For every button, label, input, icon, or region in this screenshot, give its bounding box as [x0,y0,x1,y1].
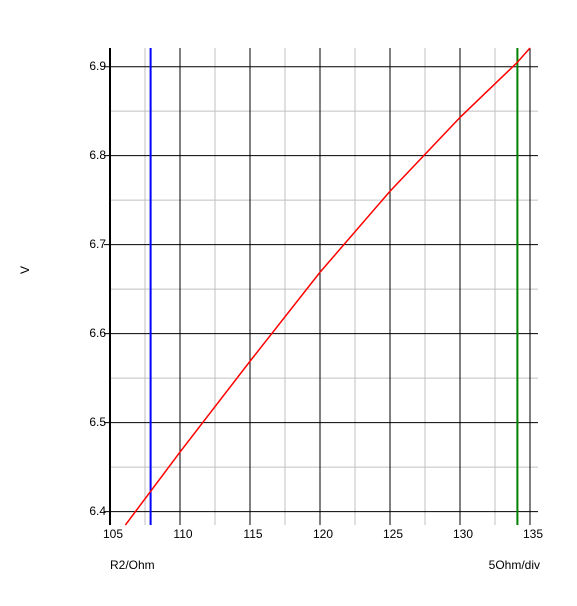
y-tick-label: 6.9 [89,59,106,73]
x-tick-label: 105 [103,527,123,541]
x-tick-label: 130 [453,527,473,541]
y-tick-label: 6.6 [89,326,106,340]
y-tick-label: 6.7 [89,237,106,251]
y-tick-label: 6.5 [89,415,106,429]
x-axis-label: R2/Ohm [110,558,155,572]
x-tick-label: 135 [523,527,543,541]
x-scale-label: 5Ohm/div [489,558,540,572]
x-tick-label: 115 [243,527,262,541]
y-tick-label: 6.8 [89,148,106,162]
x-tick-label: 125 [383,527,403,541]
x-tick-label: 110 [173,527,192,541]
y-tick-label: 6.4 [89,504,106,518]
x-tick-label: 120 [313,527,333,541]
series-line [124,47,531,526]
y-axis-label: V [18,266,32,274]
